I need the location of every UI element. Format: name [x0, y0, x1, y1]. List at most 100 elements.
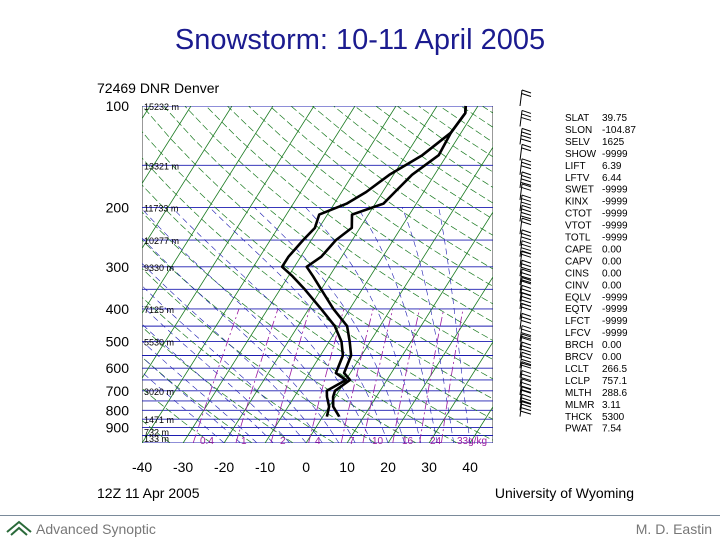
- pressure-tick-label: 100: [106, 98, 130, 114]
- height-label: 10277 m: [144, 236, 179, 246]
- index-value: 3.11: [602, 400, 621, 411]
- logo-icon: [6, 519, 32, 537]
- index-value: -9999: [602, 185, 628, 196]
- chart-profile-layer: [282, 106, 466, 417]
- dry-adiabat-line: [270, 106, 720, 443]
- index-name: LFTV: [565, 173, 590, 184]
- index-name: SLAT: [565, 113, 589, 124]
- pressure-tick-label: 900: [106, 420, 130, 436]
- index-value: 0.00: [602, 340, 622, 351]
- index-name: VTOT: [565, 221, 591, 232]
- pressure-tick-label: 700: [106, 383, 130, 399]
- index-value: 0.00: [602, 256, 622, 267]
- wind-barb: [520, 90, 531, 106]
- mixing-ratio-label: 24: [430, 436, 442, 447]
- index-name: LFCT: [565, 316, 590, 327]
- temperature-tick-label: 20: [380, 459, 396, 475]
- pressure-tick-label: 400: [106, 301, 130, 317]
- index-value: 7.54: [602, 424, 622, 435]
- pressure-tick-label: 800: [106, 402, 130, 418]
- index-name: EQLV: [565, 292, 591, 303]
- height-label: 3020 m: [144, 387, 174, 397]
- mixing-ratio-label: 16: [402, 436, 414, 447]
- index-name: LCLT: [565, 364, 589, 375]
- dry-adiabat-line: [206, 106, 720, 443]
- mixing-ratio-label: 0.4: [200, 436, 214, 447]
- index-value: 0.00: [602, 268, 622, 279]
- index-value: -9999: [602, 316, 628, 327]
- index-name: LIFT: [565, 161, 586, 172]
- moist-adiabat-line: [306, 207, 421, 443]
- wind-barb: [520, 110, 531, 126]
- index-name: CAPV: [565, 256, 593, 267]
- mixing-ratio-label: 7: [349, 436, 355, 447]
- height-label: 133 m: [144, 434, 169, 444]
- index-name: MLTH: [565, 388, 591, 399]
- index-value: -9999: [602, 197, 628, 208]
- pressure-tick-label: 200: [106, 199, 130, 215]
- index-name: SWET: [565, 185, 594, 196]
- dewpoint-profile-line: [282, 106, 466, 417]
- index-name: SHOW: [565, 149, 597, 160]
- dry-adiabat-line: [36, 106, 416, 443]
- temperature-tick-label: -30: [173, 459, 193, 475]
- index-value: 0.00: [602, 280, 622, 291]
- index-name: LFCV: [565, 328, 591, 339]
- index-value: 1625: [602, 137, 625, 148]
- height-label: 1471 m: [144, 415, 174, 425]
- dry-adiabat-line: [121, 106, 580, 443]
- isotherm-line: [306, 106, 519, 443]
- mixing-ratio-label: 1: [241, 436, 247, 447]
- isotherm-line: [224, 106, 437, 443]
- index-name: KINX: [565, 197, 589, 208]
- index-value: 288.6: [602, 388, 627, 399]
- index-value: -9999: [602, 209, 628, 220]
- index-name: CAPE: [565, 244, 593, 255]
- temperature-tick-label: 40: [462, 459, 478, 475]
- mixing-ratio-label: 4: [315, 436, 321, 447]
- temperature-tick-label: 10: [339, 459, 355, 475]
- index-name: LCLP: [565, 376, 590, 387]
- temperature-tick-label: -10: [255, 459, 275, 475]
- index-value: -9999: [602, 233, 628, 244]
- pressure-tick-label: 500: [106, 334, 130, 350]
- isotherm-line: [0, 106, 68, 443]
- index-value: 6.44: [602, 173, 622, 184]
- index-name: MLMR: [565, 400, 594, 411]
- height-label: 7125 m: [144, 305, 174, 315]
- index-value: 39.75: [602, 113, 627, 124]
- index-value: 6.39: [602, 161, 622, 172]
- index-value: -9999: [602, 328, 628, 339]
- height-label: 11733 m: [144, 203, 178, 213]
- temperature-tick-label: -20: [214, 459, 234, 475]
- index-value: -9999: [602, 149, 628, 160]
- index-value: -104.87: [602, 125, 636, 136]
- wind-barb: [520, 144, 531, 160]
- index-name: SELV: [565, 137, 590, 148]
- height-label: 9330 m: [144, 263, 174, 273]
- index-name: BRCH: [565, 340, 593, 351]
- index-value: 5300: [602, 412, 625, 423]
- index-name: THCK: [565, 412, 593, 423]
- dry-adiabat-line: [142, 106, 621, 443]
- height-label: 15232 m: [144, 102, 179, 112]
- temperature-tick-label: -40: [132, 459, 152, 475]
- index-name: EQTV: [565, 304, 593, 315]
- index-name: SLON: [565, 125, 592, 136]
- footer-author-label: M. D. Eastin: [636, 521, 712, 537]
- temperature-tick-label: 30: [421, 459, 437, 475]
- index-value: 266.5: [602, 364, 627, 375]
- pressure-tick-label: 300: [106, 259, 130, 275]
- source-label: University of Wyoming: [495, 485, 634, 501]
- index-value: -9999: [602, 304, 628, 315]
- wind-barb: [520, 128, 531, 144]
- index-name: PWAT: [565, 424, 593, 435]
- index-name: TOTL: [565, 233, 591, 244]
- index-value: 0.00: [602, 352, 622, 363]
- wind-barbs-layer: [520, 90, 531, 417]
- valid-time-label: 12Z 11 Apr 2005: [97, 485, 200, 501]
- isotherm-line: [0, 106, 109, 443]
- index-name: CINV: [565, 280, 589, 291]
- index-value: 0.00: [602, 244, 622, 255]
